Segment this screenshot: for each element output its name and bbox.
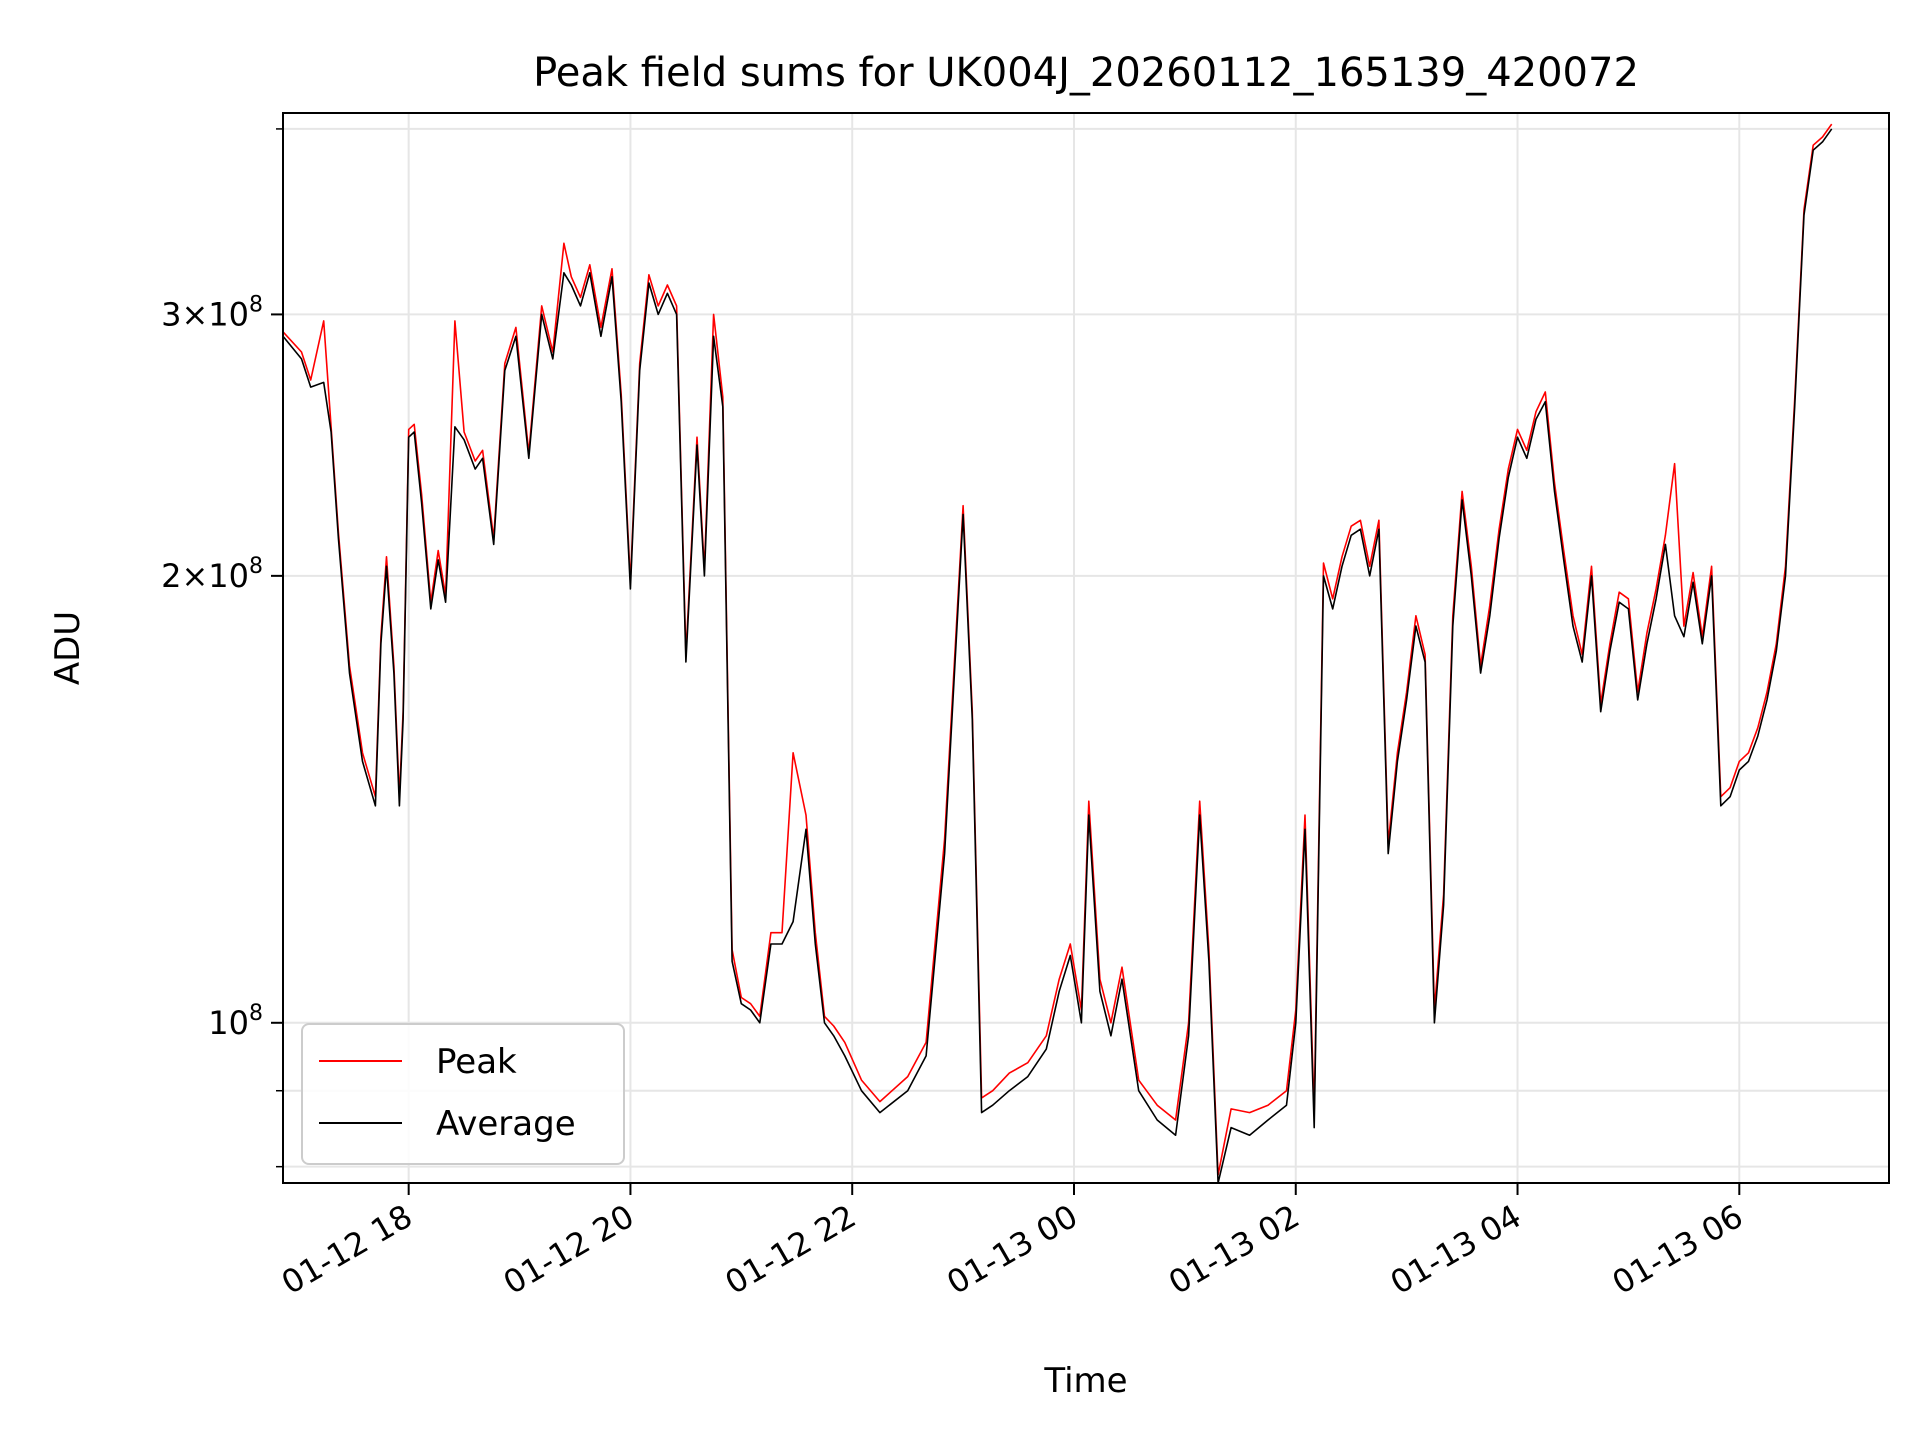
legend-label-peak: Peak [436,1042,517,1082]
legend-box [301,1023,625,1165]
y-tick-label: 2×108 [161,554,263,595]
plot-area-frame [282,112,1890,1184]
y-tick-label: 3×108 [161,292,263,333]
legend-label-average: Average [436,1104,576,1144]
legend: Peak Average [301,1023,625,1165]
y-tick-label: 108 [208,1001,263,1042]
y-axis-ticks: 108 2×108 3×108 [161,128,283,1168]
y-axis-label: ADU [48,611,88,685]
average-series-line [282,128,1833,1184]
x-axis-label: Time [1043,1361,1127,1401]
series-layer [282,123,1833,1184]
chart-title: Peak field sums for UK004J_20260112_1651… [533,50,1639,96]
